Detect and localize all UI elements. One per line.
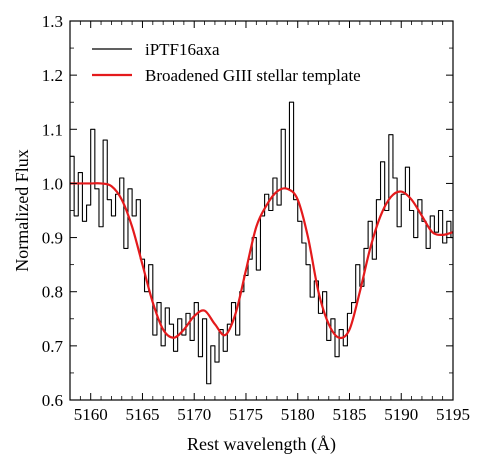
y-tick-label: 0.6 xyxy=(42,391,63,410)
legend-label-iptf16axa: iPTF16axa xyxy=(145,40,220,59)
legend: iPTF16axa Broadened GIII stellar templat… xyxy=(92,40,361,85)
x-axis-ticks: 5160 5165 5170 5175 5180 5185 5190 5195 xyxy=(69,21,470,424)
x-tick-label: 5170 xyxy=(177,405,211,424)
x-tick-label: 5160 xyxy=(74,405,108,424)
y-axis-title: Normalized Flux xyxy=(12,149,32,271)
x-tick-label: 5175 xyxy=(229,405,263,424)
y-tick-label: 0.9 xyxy=(42,229,63,248)
series-line-1 xyxy=(70,182,454,340)
y-tick-label: 1.1 xyxy=(42,120,63,139)
x-tick-label: 5180 xyxy=(281,405,315,424)
series-line-0 xyxy=(70,101,453,385)
y-tick-label: 1.0 xyxy=(42,174,63,193)
y-axis-ticks: 0.6 0.7 0.8 0.9 1.0 1.1 1.2 1.3 xyxy=(42,12,453,410)
plot-series xyxy=(70,101,454,385)
y-tick-label: 1.2 xyxy=(42,66,63,85)
x-tick-label: 5190 xyxy=(384,405,418,424)
legend-label-template: Broadened GIII stellar template xyxy=(145,66,361,85)
x-tick-label: 5185 xyxy=(332,405,366,424)
y-tick-label: 0.7 xyxy=(42,337,64,356)
y-tick-label: 1.3 xyxy=(42,12,63,31)
x-tick-label: 5165 xyxy=(125,405,159,424)
x-tick-label: 5195 xyxy=(436,405,470,424)
x-axis-title: Rest wavelength (Å) xyxy=(187,434,336,455)
y-tick-label: 0.8 xyxy=(42,283,63,302)
